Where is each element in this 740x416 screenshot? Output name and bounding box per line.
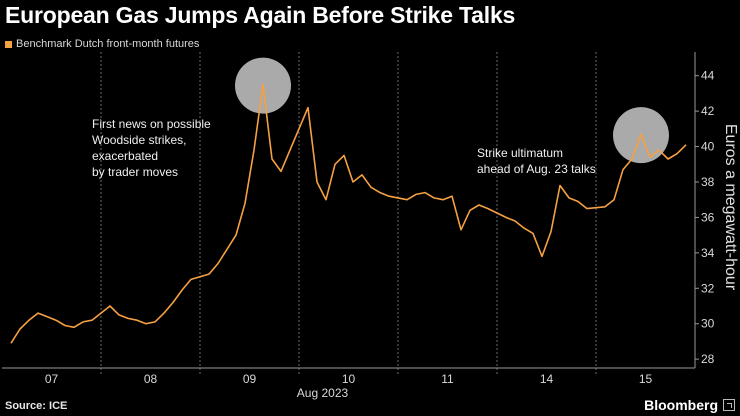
x-tick-label: 07 — [45, 372, 59, 386]
legend: Benchmark Dutch front-month futures — [5, 38, 199, 50]
expand-icon[interactable] — [723, 399, 735, 411]
y-tick-label: 32 — [701, 281, 715, 295]
y-tick-label: 30 — [701, 317, 715, 331]
x-tick-label: 11 — [441, 372, 454, 386]
y-tick-label: 42 — [701, 104, 715, 118]
x-tick-label: 08 — [144, 372, 158, 386]
y-tick-label: 28 — [701, 352, 715, 366]
x-tick-label: 10 — [342, 372, 356, 386]
annotation-line: Woodside strikes, — [92, 133, 186, 147]
x-axis-label: Aug 2023 — [297, 386, 349, 400]
y-tick-label: 44 — [701, 69, 715, 83]
y-tick-label: 34 — [701, 246, 715, 260]
annotation-text: Strike ultimatum ahead of Aug. 23 talks — [477, 146, 596, 176]
y-tick-label: 38 — [701, 175, 715, 189]
x-tick-label: 15 — [639, 372, 653, 386]
annotation-line: Strike ultimatum — [477, 146, 563, 160]
annotation-text: First news on possible Woodside strikes, e… — [92, 117, 211, 179]
annotation-line: ahead of Aug. 23 talks — [477, 162, 596, 176]
x-tick-label: 09 — [243, 372, 257, 386]
y-axis-label: Euros a megawatt-hour — [722, 124, 739, 291]
series-line — [10, 83, 687, 344]
y-tick-label: 36 — [701, 210, 715, 224]
annotation-line: by trader moves — [92, 165, 178, 179]
brand-logo: Bloomberg — [644, 397, 718, 413]
chart-title: European Gas Jumps Again Before Strike T… — [5, 2, 516, 28]
x-tick-label: 14 — [540, 372, 554, 386]
annotation-line: exacerbated — [92, 149, 158, 163]
legend-label: Benchmark Dutch front-month futures — [16, 38, 200, 50]
source-note: Source: ICE — [5, 400, 68, 412]
legend-swatch — [5, 40, 12, 48]
annotation-line: First news on possible — [92, 117, 211, 131]
y-tick-label: 40 — [701, 140, 715, 154]
